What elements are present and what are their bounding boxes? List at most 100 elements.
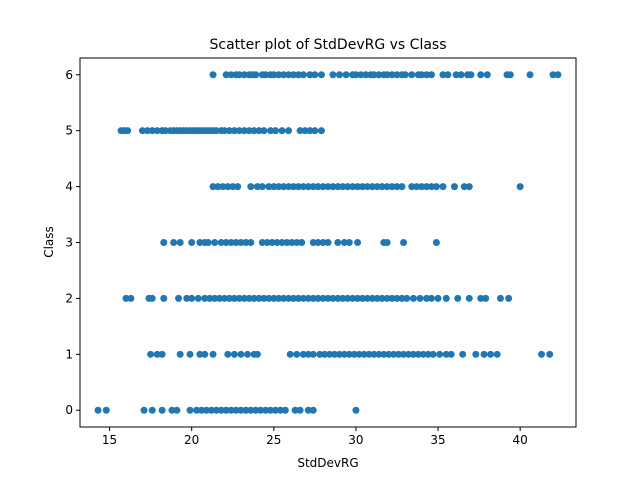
data-point-class-6-13 (275, 71, 283, 79)
data-point-class-1-41 (424, 350, 432, 358)
data-point-class-6-43 (439, 71, 447, 79)
y-axis-ticks: 0 1 2 3 4 5 6 (65, 68, 80, 417)
data-point-class-4-14 (290, 183, 298, 191)
data-point-class-6-38 (408, 71, 416, 79)
data-point-class-5-2 (124, 127, 132, 135)
data-point-class-6-21 (317, 71, 325, 79)
data-point-class-2-58 (465, 294, 473, 302)
data-point-class-4-42 (432, 183, 440, 191)
data-point-class-2-38 (344, 294, 352, 302)
data-point-class-1-5 (196, 350, 204, 358)
data-point-class-3-16 (263, 239, 271, 246)
data-point-class-6-0 (209, 71, 217, 79)
data-point-class-6-49 (477, 71, 485, 79)
data-point-class-3-26 (319, 239, 327, 246)
data-point-class-2-26 (285, 294, 293, 302)
data-point-class-6-27 (357, 71, 365, 79)
data-point-class-4-30 (368, 183, 376, 191)
data-point-class-3-25 (314, 239, 322, 246)
data-point-class-4-41 (427, 183, 435, 191)
data-point-class-1-44 (442, 350, 450, 358)
data-point-class-1-52 (546, 350, 554, 358)
data-point-class-1-8 (224, 350, 232, 358)
data-point-class-1-32 (380, 350, 388, 358)
data-point-class-3-22 (293, 239, 301, 246)
data-point-class-4-21 (324, 183, 332, 191)
data-point-class-2-9 (201, 294, 209, 302)
data-point-class-6-40 (418, 71, 426, 79)
data-point-class-3-17 (268, 239, 276, 246)
data-point-class-5-36 (278, 127, 286, 135)
data-point-class-1-25 (345, 350, 353, 358)
data-point-class-2-57 (454, 294, 462, 302)
data-point-class-1-28 (360, 350, 368, 358)
data-point-class-4-36 (398, 183, 406, 191)
data-point-class-4-38 (413, 183, 421, 191)
data-point-class-1-46 (459, 350, 467, 358)
data-point-class-4-40 (423, 183, 431, 191)
data-point-class-5-5 (148, 127, 156, 135)
data-point-class-4-35 (393, 183, 401, 191)
data-point-class-6-42 (427, 71, 435, 79)
data-point-class-3-6 (204, 239, 212, 246)
data-point-class-2-39 (349, 294, 357, 302)
data-point-class-0-26 (281, 406, 289, 414)
data-point-class-1-14 (286, 350, 294, 358)
data-point-class-1-47 (472, 350, 480, 358)
data-point-class-2-4 (160, 294, 168, 302)
data-point-class-0-4 (158, 406, 166, 414)
data-point-class-6-15 (285, 71, 293, 79)
data-point-class-5-39 (301, 127, 309, 135)
data-point-class-5-35 (271, 127, 279, 135)
data-point-class-6-50 (483, 71, 491, 79)
data-point-class-4-18 (309, 183, 317, 191)
data-point-class-1-19 (316, 350, 324, 358)
data-point-class-0-5 (168, 406, 176, 414)
data-point-class-4-19 (314, 183, 322, 191)
data-point-class-5-23 (212, 127, 220, 135)
data-point-class-6-17 (294, 71, 302, 79)
data-point-class-3-34 (400, 239, 408, 246)
data-point-class-1-18 (309, 350, 317, 358)
data-point-class-4-0 (209, 183, 217, 191)
data-point-class-3-29 (340, 239, 348, 246)
data-point-class-4-31 (373, 183, 381, 191)
data-point-class-1-33 (385, 350, 393, 358)
data-point-class-1-17 (304, 350, 312, 358)
x-axis-ticks: 15 20 25 30 35 40 (102, 427, 528, 447)
data-point-class-2-17 (240, 294, 248, 302)
data-point-class-6-2 (227, 71, 235, 79)
data-point-class-0-30 (309, 406, 317, 414)
data-point-class-4-28 (358, 183, 366, 191)
data-point-class-4-7 (253, 183, 261, 191)
data-point-class-5-37 (285, 127, 293, 135)
y-tick-label-5: 5 (65, 124, 73, 138)
data-point-class-1-4 (186, 350, 194, 358)
data-point-class-1-7 (209, 350, 217, 358)
data-point-class-4-3 (224, 183, 232, 191)
data-point-class-5-41 (311, 127, 319, 135)
data-point-class-2-15 (230, 294, 238, 302)
data-point-class-4-47 (516, 183, 524, 191)
data-point-class-2-12 (216, 294, 224, 302)
data-point-class-5-40 (306, 127, 314, 135)
data-point-class-4-16 (299, 183, 307, 191)
data-point-class-1-15 (293, 350, 301, 358)
data-point-class-3-31 (354, 239, 362, 246)
data-point-class-2-29 (299, 294, 307, 302)
data-point-class-6-30 (370, 71, 378, 79)
data-point-class-0-18 (242, 406, 250, 414)
data-point-class-5-3 (138, 127, 146, 135)
data-point-class-6-48 (467, 71, 475, 79)
data-point-class-1-1 (153, 350, 161, 358)
data-point-class-0-12 (212, 406, 220, 414)
data-point-class-4-32 (378, 183, 386, 191)
data-point-class-2-25 (280, 294, 288, 302)
data-point-class-1-43 (436, 350, 444, 358)
data-point-class-4-10 (270, 183, 278, 191)
data-point-class-2-32 (314, 294, 322, 302)
data-point-class-1-26 (350, 350, 358, 358)
data-point-class-4-46 (465, 183, 473, 191)
data-point-class-2-56 (442, 294, 450, 302)
